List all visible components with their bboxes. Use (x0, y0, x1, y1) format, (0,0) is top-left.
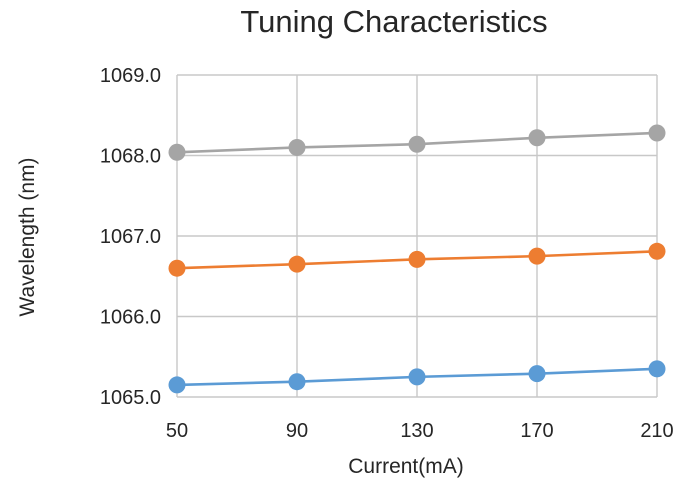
data-point[interactable] (288, 138, 306, 156)
y-tick-label: 1066.0 (100, 307, 161, 329)
data-point[interactable] (648, 124, 666, 142)
x-tick-label: 170 (520, 420, 553, 442)
grid (176, 74, 658, 398)
x-tick-label: 50 (166, 420, 188, 442)
data-point[interactable] (528, 365, 546, 383)
data-point[interactable] (168, 376, 186, 394)
x-axis-ticks: 50 90 130 170 210 (166, 420, 674, 442)
data-point[interactable] (408, 250, 426, 268)
data-point[interactable] (288, 255, 306, 273)
x-tick-label: 130 (400, 420, 433, 442)
y-axis-label: Wavelength (nm) (16, 157, 39, 316)
data-point[interactable] (648, 360, 666, 378)
y-tick-label: 1068.0 (100, 146, 161, 168)
data-point[interactable] (528, 129, 546, 147)
data-point[interactable] (648, 242, 666, 260)
x-tick-label: 90 (286, 420, 308, 442)
x-tick-label: 210 (640, 420, 673, 442)
x-axis-label: Current(mA) (348, 455, 464, 478)
data-point[interactable] (528, 247, 546, 265)
data-point[interactable] (408, 135, 426, 153)
chart-title: Tuning Characteristics (240, 4, 547, 39)
data-point[interactable] (168, 259, 186, 277)
series-group (168, 124, 666, 394)
data-point[interactable] (408, 368, 426, 386)
y-tick-label: 1065.0 (100, 387, 161, 409)
y-tick-label: 1069.0 (100, 65, 161, 87)
y-axis-ticks: 1065.0 1066.0 1067.0 1068.0 1069.0 (100, 65, 161, 409)
y-tick-label: 1067.0 (100, 226, 161, 248)
data-point[interactable] (168, 143, 186, 161)
data-point[interactable] (288, 373, 306, 391)
